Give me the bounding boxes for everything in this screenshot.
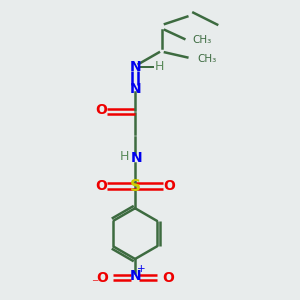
Text: H: H xyxy=(120,150,129,164)
Text: O: O xyxy=(163,179,175,194)
Text: N: N xyxy=(129,82,141,96)
Text: ⁻: ⁻ xyxy=(91,277,98,291)
Text: O: O xyxy=(95,103,107,117)
Text: N: N xyxy=(131,152,142,165)
Text: CH₃: CH₃ xyxy=(198,54,217,64)
Text: N: N xyxy=(129,269,141,283)
Text: O: O xyxy=(162,271,174,285)
Text: H: H xyxy=(154,61,164,74)
Text: O: O xyxy=(95,179,107,194)
Text: +: + xyxy=(137,264,146,274)
Text: N: N xyxy=(129,60,141,74)
Text: S: S xyxy=(130,179,141,194)
Text: O: O xyxy=(96,271,108,285)
Text: CH₃: CH₃ xyxy=(192,35,212,45)
